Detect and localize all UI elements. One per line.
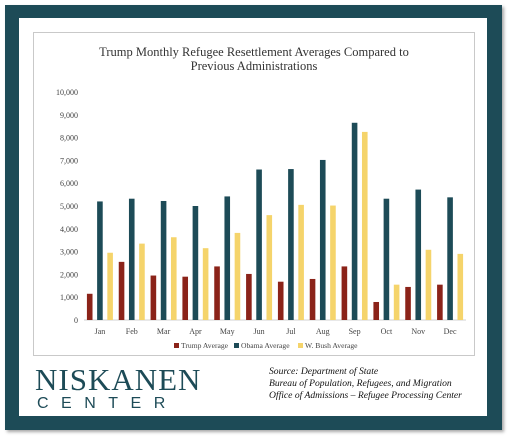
x-tick-label: Dec [444,327,457,336]
bar [128,198,135,320]
legend-swatch [174,343,179,348]
niskanen-logo: NISKANEN CENTER [35,364,200,412]
bar [118,261,125,320]
bar [182,276,189,320]
chart-container: Trump Monthly Refugee Resettlement Avera… [33,32,475,356]
bar [86,293,93,320]
y-tick-label: 4,000 [60,225,78,234]
source-line: Source: Department of State [269,366,379,377]
source-line: Bureau of Population, Refugees, and Migr… [269,378,452,389]
bar [170,237,177,320]
bar [361,131,368,320]
bar [107,252,113,320]
x-tick-label: Feb [126,327,138,336]
y-tick-label: 5,000 [60,202,78,211]
x-tick-label: Jun [254,327,265,336]
source-line: Office of Admissions – Refugee Processin… [269,390,462,401]
bar [298,204,304,320]
y-tick-label: 7,000 [60,156,78,165]
y-tick-label: 9,000 [60,111,78,120]
y-tick-label: 10,000 [56,88,78,97]
legend-swatch [298,343,303,348]
bar [330,205,336,320]
legend-swatch [234,343,239,348]
bar [139,243,145,320]
bar [405,286,411,320]
bar [319,159,326,320]
bar [383,198,390,320]
bar [150,275,157,320]
bar [437,284,443,320]
x-tick-label: Mar [157,327,171,336]
content-panel: Trump Monthly Refugee Resettlement Avera… [19,18,487,416]
y-tick-label: 2,000 [60,270,78,279]
bar [192,206,199,320]
chart-title-line: Trump Monthly Refugee Resettlement Avera… [99,45,409,59]
bar [415,189,422,320]
bar [246,273,252,320]
bar [288,169,294,320]
outer-frame: Trump Monthly Refugee Resettlement Avera… [5,5,502,430]
bar [447,197,453,320]
x-tick-label: Apr [189,327,202,336]
y-tick-label: 1,000 [60,293,78,302]
bar [160,200,167,320]
bar-chart: Trump Monthly Refugee Resettlement Avera… [56,45,466,350]
bar [266,215,273,320]
legend-label: Obama Average [241,341,290,350]
bar [97,201,103,320]
bar [234,232,241,320]
bar [425,249,432,320]
legend-label: Trump Average [181,341,229,350]
legend-label: W. Bush Average [305,341,358,350]
x-tick-label: Jan [95,327,106,336]
bar [214,266,220,320]
bar [256,169,262,320]
x-tick-label: Sep [349,327,361,336]
y-tick-label: 6,000 [60,179,78,188]
bar [341,266,348,320]
x-tick-label: May [220,327,235,336]
bar [393,284,400,320]
y-tick-label: 3,000 [60,248,78,257]
bar [277,281,284,320]
y-tick-label: 8,000 [60,134,78,143]
bar [351,122,358,320]
y-tick-label: 0 [74,316,78,325]
bar [224,196,231,320]
bar [309,278,316,320]
source-note: Source: Department of State Bureau of Po… [269,366,484,402]
logo-wordmark-bottom: CENTER [37,395,178,412]
x-tick-label: Nov [411,327,425,336]
bar [373,301,380,320]
x-tick-label: Jul [286,327,296,336]
x-tick-label: Aug [316,327,330,336]
bar [202,248,209,320]
logo-wordmark-top: NISKANEN [35,362,202,397]
chart-title-line: Previous Administrations [191,59,318,73]
x-tick-label: Oct [381,327,393,336]
bar [457,253,464,320]
